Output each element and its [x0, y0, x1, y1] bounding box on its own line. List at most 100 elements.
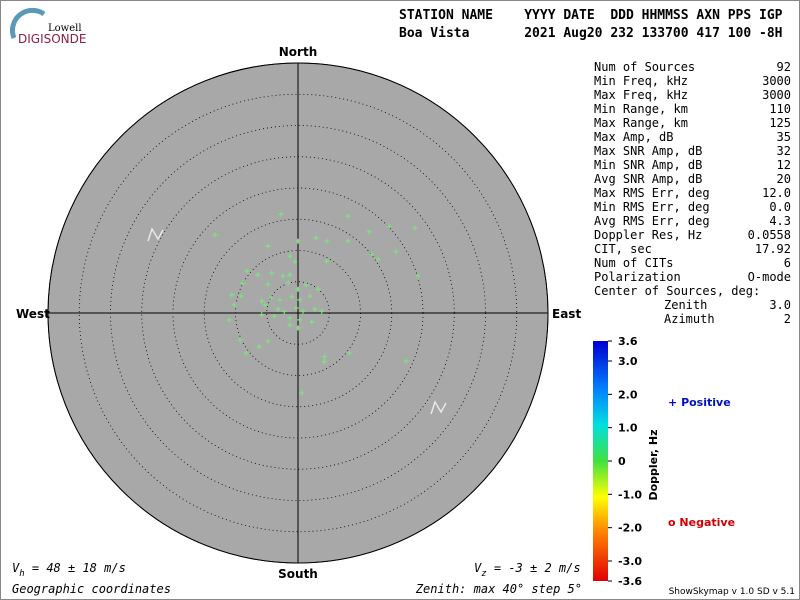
stat-value: O-mode [748, 270, 791, 284]
colorbar-tick-label: 1.0 [618, 422, 638, 435]
source-point [321, 354, 327, 360]
stat-value: 20 [777, 172, 791, 186]
source-point [287, 322, 293, 328]
stat-label: Zenith [664, 298, 707, 312]
source-point [307, 293, 313, 299]
source-point [268, 295, 274, 301]
colorbar [593, 341, 608, 581]
source-point [278, 211, 284, 217]
stat-label: Max Amp, dB [594, 130, 673, 144]
source-point [237, 337, 243, 343]
source-point [280, 273, 286, 279]
source-point [269, 270, 275, 276]
version: ShowSkymap v 1.0 SD v 5.1 [669, 587, 795, 597]
source-point [259, 312, 265, 318]
source-point [265, 243, 271, 249]
source-point [212, 232, 218, 238]
zenith-text: Zenith: max 40° step 5° [415, 582, 582, 596]
source-point [297, 317, 303, 323]
stat-value: 92 [777, 60, 791, 74]
source-point [309, 319, 315, 325]
logo-top: Lowell [48, 23, 82, 34]
source-point [321, 359, 327, 365]
source-point [346, 350, 352, 356]
source-point [277, 297, 283, 303]
stat-label: Min SNR Amp, dB [594, 158, 702, 172]
source-point [289, 294, 295, 300]
source-point [259, 298, 265, 304]
source-point [226, 317, 232, 323]
source-point [369, 251, 375, 257]
stat-value: 2 [784, 312, 791, 326]
source-point [295, 325, 301, 331]
stat-value: 6 [784, 256, 791, 270]
source-point [287, 315, 293, 321]
vz-text: Vz = -3 ± 2 m/s [474, 561, 581, 579]
source-point [287, 253, 293, 259]
source-point [386, 223, 392, 229]
colorbar-tick-label: -3.0 [618, 555, 642, 568]
dir-label: North [279, 45, 317, 59]
stat-value: 125 [769, 116, 791, 130]
source-point [412, 225, 418, 231]
source-point [256, 344, 262, 350]
header-line: STATION NAME YYYY DATE DDD HHMMSS AXN PP… [399, 8, 783, 23]
colorbar-tick-label: 3.0 [618, 355, 638, 368]
source-point [295, 286, 301, 292]
source-point [243, 350, 249, 356]
source-point [297, 297, 303, 303]
source-point [255, 272, 261, 278]
dir-label: South [278, 567, 318, 581]
source-point [345, 238, 351, 244]
colorbar-tick-label: -3.6 [618, 575, 642, 588]
stat-label: Center of Sources, deg: [594, 284, 760, 298]
stat-value: 17.92 [755, 242, 791, 256]
colorbar-tick-label: 0 [618, 455, 626, 468]
source-point [319, 308, 325, 314]
stat-label: Max RMS Err, deg [594, 186, 710, 200]
stat-label: Avg SNR Amp, dB [594, 172, 702, 186]
source-point [240, 280, 246, 286]
stat-label: Polarization [594, 270, 681, 284]
legend-positive: + Positive [668, 396, 731, 409]
source-point [324, 258, 330, 264]
stat-label: CIT, sec [594, 242, 652, 256]
source-point [415, 273, 421, 279]
stat-value: 4.3 [769, 214, 791, 228]
colorbar-tick-label: 3.6 [618, 335, 638, 348]
header-line: Boa Vista 2021 Aug20 232 133700 417 100 … [399, 26, 783, 41]
stat-label: Avg RMS Err, deg [594, 214, 710, 228]
stat-value: 3000 [762, 88, 791, 102]
decoration [147, 227, 164, 242]
stat-label: Num of Sources [594, 60, 695, 74]
stat-value: 12.0 [762, 186, 791, 200]
source-point [229, 292, 235, 298]
source-point [231, 302, 237, 308]
stat-label: Min Range, km [594, 102, 688, 116]
source-point [403, 358, 409, 364]
stat-label: Azimuth [664, 312, 715, 326]
source-point [393, 249, 399, 255]
colorbar-tick-label: 2.0 [618, 388, 638, 401]
stat-label: Max Range, km [594, 116, 688, 130]
stat-value: 35 [777, 130, 791, 144]
source-point [345, 213, 351, 219]
stat-label: Doppler Res, Hz [594, 228, 702, 242]
source-point [295, 238, 301, 244]
source-point [287, 272, 293, 278]
stat-value: 32 [777, 144, 791, 158]
source-point [303, 282, 309, 288]
source-point [262, 302, 268, 308]
source-point [313, 235, 319, 241]
legend-negative: o Negative [668, 516, 735, 529]
source-point [312, 306, 318, 312]
source-point [265, 338, 271, 344]
logo-main: DIGISONDE [18, 32, 86, 46]
decoration [430, 400, 447, 415]
source-point [265, 281, 271, 287]
source-point [281, 309, 287, 315]
stat-label: Min RMS Err, deg [594, 200, 710, 214]
stat-label: Max Freq, kHz [594, 88, 688, 102]
source-point [271, 313, 277, 319]
